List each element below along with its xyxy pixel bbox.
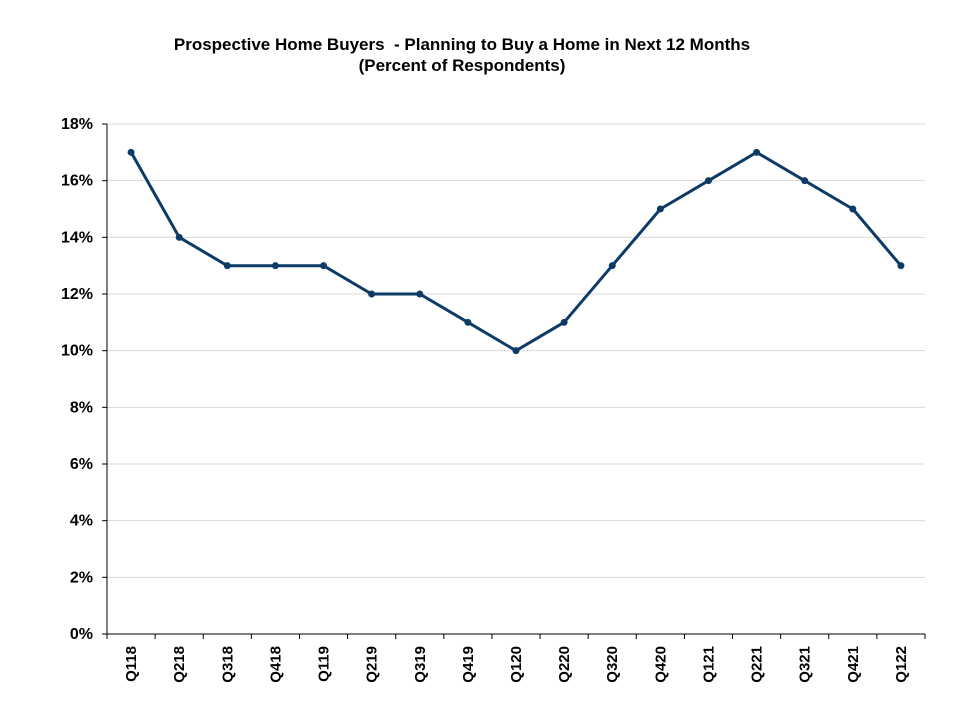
data-point	[464, 318, 472, 326]
data-point	[560, 318, 568, 326]
x-tick-label: Q218	[171, 646, 188, 683]
data-point	[271, 262, 279, 270]
chart-title: Prospective Home Buyers - Planning to Bu…	[173, 35, 751, 54]
data-point	[849, 205, 857, 213]
x-tick-label: Q221	[749, 646, 766, 683]
data-point	[656, 205, 664, 213]
gridlines	[107, 123, 925, 578]
y-tick-label: 14%	[61, 229, 93, 246]
data-point	[368, 290, 376, 298]
x-tick-labels: Q118 Q218 Q318 Q418 Q119 Q219 Q319 Q419 Q120 Q220…	[123, 646, 910, 683]
y-tick-label: 0%	[70, 626, 93, 643]
x-tick-label: Q121	[700, 646, 717, 683]
x-tick-label: Q120	[508, 646, 525, 683]
x-tick-label: Q421	[845, 646, 862, 683]
x-tick-label: Q419	[460, 646, 477, 683]
x-tick-label: Q418	[267, 646, 284, 683]
data-point	[897, 262, 905, 270]
y-tick-labels: 0% 2% 4% 6% 8% 10% 12% 14% 16% 18%	[61, 116, 93, 643]
y-tick-label: 12%	[61, 286, 93, 303]
data-point	[704, 177, 712, 185]
data-point	[512, 347, 520, 355]
x-tick-label: Q321	[797, 646, 814, 683]
y-tick-label: 8%	[70, 399, 93, 416]
x-tick-label: Q122	[893, 646, 910, 683]
x-tick-label: Q320	[604, 646, 621, 683]
data-point	[127, 148, 135, 156]
data-point	[608, 262, 616, 270]
series-layer	[127, 148, 905, 355]
data-point	[223, 262, 231, 270]
x-tick-label: Q420	[652, 646, 669, 683]
y-tick-label: 16%	[61, 173, 93, 190]
x-tick-label: Q219	[364, 646, 381, 683]
x-tick-label: Q118	[123, 646, 140, 682]
series-line	[129, 150, 903, 353]
x-tick-label: Q318	[219, 646, 236, 683]
y-tick-label: 4%	[70, 513, 93, 530]
y-tick-label: 10%	[61, 343, 93, 360]
chart-title-block: Prospective Home Buyers - Planning to Bu…	[0, 34, 924, 76]
data-point	[753, 148, 761, 156]
y-tick-label: 2%	[70, 569, 93, 586]
x-tick-label: Q220	[556, 646, 573, 683]
data-point	[320, 262, 328, 270]
y-tick-label: 18%	[61, 116, 93, 133]
x-tick-label: Q119	[316, 646, 333, 682]
chart-subtitle: (Percent of Respondents)	[358, 56, 566, 75]
data-point	[416, 290, 424, 298]
x-tick-label: Q319	[412, 646, 429, 683]
data-point	[175, 233, 183, 241]
y-tick-label: 6%	[70, 456, 93, 473]
axes	[102, 123, 926, 639]
data-point	[801, 177, 809, 185]
